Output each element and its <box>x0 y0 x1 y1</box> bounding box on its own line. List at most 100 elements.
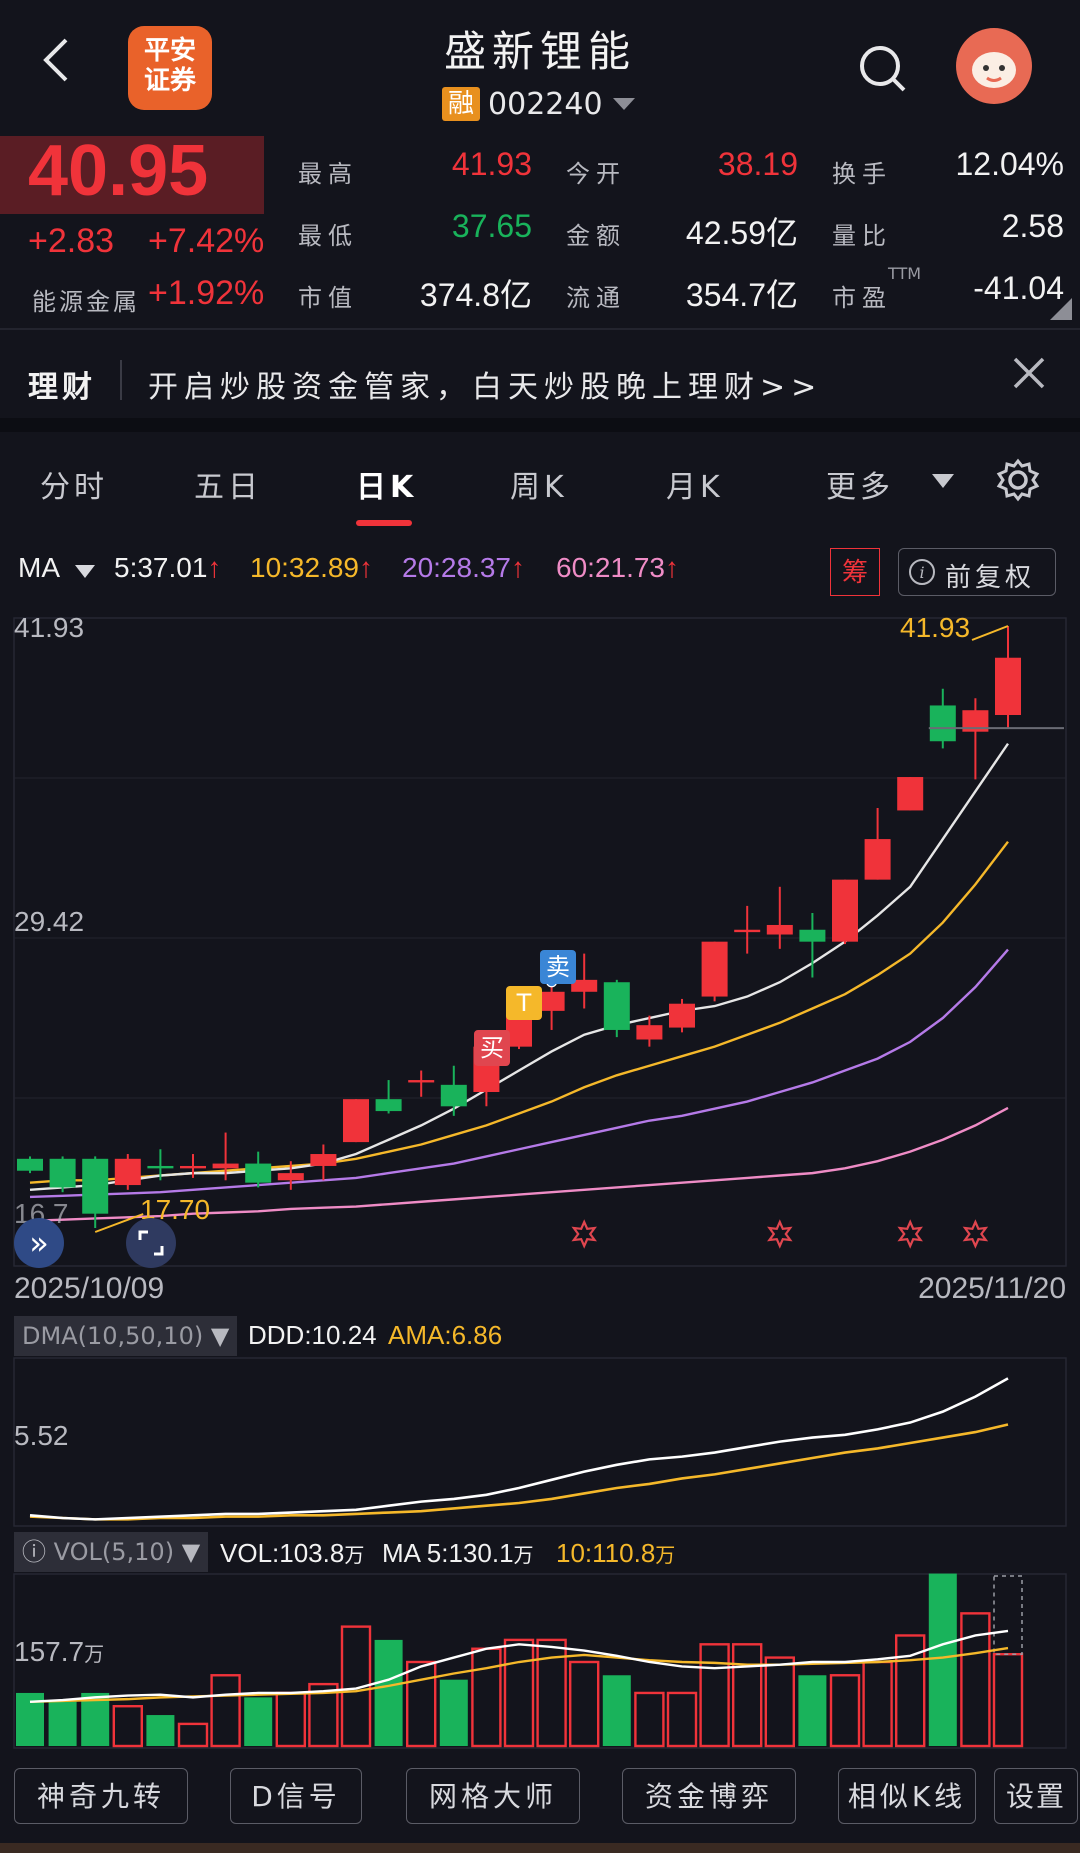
star-icon[interactable] <box>767 1219 793 1249</box>
star-icon[interactable] <box>571 1219 597 1249</box>
candle-body <box>17 1158 43 1171</box>
quote-label: 最低 <box>298 222 358 250</box>
vol-indicator-tag[interactable]: ⓘ VOL(5,10) ▼ <box>14 1532 209 1572</box>
close-icon[interactable] <box>1012 356 1046 390</box>
adjust-price-button[interactable]: i 前复权 <box>898 548 1056 596</box>
candle-body <box>49 1158 76 1188</box>
quote-value: 41.93 <box>451 146 532 182</box>
quote-label: 换手 <box>832 160 892 188</box>
price-change-pct: +7.42% <box>148 222 265 260</box>
expand-corners-icon <box>138 1230 164 1256</box>
stock-name: 盛新锂能 <box>443 27 636 76</box>
sector-name[interactable]: 能源金属 <box>32 288 140 316</box>
date-end: 2025/11/20 <box>918 1272 1066 1305</box>
signal-t-badge[interactable]: T <box>506 986 542 1020</box>
dma-chart[interactable] <box>0 1356 1080 1528</box>
quote-label: 市值 <box>298 284 358 312</box>
quote-value: 354.7亿 <box>685 277 798 313</box>
quote-label: 最高 <box>298 160 358 188</box>
candle-body <box>114 1158 141 1186</box>
candle-body <box>669 1003 695 1028</box>
ma5-value: 5:37.01↑ <box>114 552 221 584</box>
chevron-down-icon[interactable] <box>930 472 956 492</box>
high-marker-pointer <box>971 625 1009 641</box>
finance-tag: 理财 <box>28 370 96 405</box>
finance-banner[interactable]: 理财 开启炒股资金管家，白天炒股晚上理财>> <box>0 332 1080 422</box>
bottom-button-0[interactable]: 神奇九转 <box>14 1768 188 1824</box>
vol-frame <box>13 1573 1067 1749</box>
bottom-button-4[interactable]: 相似K线 <box>838 1768 976 1824</box>
volume-bar <box>308 1682 339 1748</box>
bottom-button-1[interactable]: D信号 <box>230 1768 362 1824</box>
volume-bar <box>146 1715 175 1746</box>
quote-value: -41.04 <box>973 270 1064 306</box>
broker-logo: 平安 证券 <box>128 26 212 110</box>
ma5-text: 5:37.01 <box>114 552 208 583</box>
tab-2[interactable]: 日K <box>356 470 418 505</box>
divider <box>0 328 1080 330</box>
corner-expand-icon[interactable] <box>1050 298 1072 320</box>
tab-3[interactable]: 周K <box>510 470 568 505</box>
bottom-button-5[interactable]: 设置 <box>994 1768 1078 1824</box>
dma-frame <box>13 1357 1067 1527</box>
tab-0[interactable]: 分时 <box>40 470 108 505</box>
star-icon[interactable] <box>897 1219 923 1249</box>
chart-frame <box>13 617 1067 1267</box>
tab-4[interactable]: 月K <box>666 470 724 505</box>
candle-body <box>375 1099 402 1112</box>
candle-body <box>408 1080 435 1083</box>
candle-body <box>962 710 989 732</box>
volume-bar <box>960 1612 991 1748</box>
vol-tag-text: VOL(5,10) <box>53 1538 175 1566</box>
star-icon[interactable] <box>962 1219 989 1249</box>
signal-sell-badge[interactable]: 卖 <box>540 950 576 984</box>
dma-y-label: 5.52 <box>14 1420 69 1451</box>
stock-code-selector[interactable]: 融 002240 <box>442 84 637 124</box>
y-axis-mid-label: 29.42 <box>14 906 85 937</box>
dma-tag-text: DMA(10,50,10) <box>22 1322 204 1350</box>
quote-value: 12.04% <box>955 146 1064 182</box>
back-icon[interactable] <box>38 36 72 84</box>
up-arrow-icon: ↑ <box>207 552 222 583</box>
triangle-down-icon: ▼ <box>181 1538 201 1566</box>
info-icon: ⓘ <box>22 1538 54 1566</box>
settings-gear-icon[interactable] <box>996 458 1040 502</box>
vol-ma5-value: MA 5:130.1万 <box>382 1538 534 1569</box>
volume-bar <box>634 1691 665 1748</box>
dma-indicator-tag[interactable]: DMA(10,50,10) ▼ <box>14 1316 238 1356</box>
bottom-button-3[interactable]: 资金博弈 <box>622 1768 796 1824</box>
quote-value: 374.8亿 <box>419 277 532 313</box>
fullscreen-icon[interactable] <box>126 1218 176 1268</box>
volume-bar <box>210 1674 241 1748</box>
tab-1[interactable]: 五日 <box>194 470 262 505</box>
ma5-line <box>29 742 1009 1192</box>
bottom-button-2[interactable]: 网格大师 <box>406 1768 580 1824</box>
vol-y-label: 157.7万 <box>14 1636 104 1668</box>
volume-bar <box>602 1675 631 1746</box>
price-highlight <box>0 136 264 214</box>
assistant-avatar[interactable] <box>956 28 1032 104</box>
vol-y-unit: 万 <box>84 1644 105 1666</box>
search-icon[interactable] <box>858 44 908 94</box>
chevron-down-icon[interactable] <box>74 564 96 580</box>
volume-chart[interactable] <box>0 1572 1080 1750</box>
vol-ma5-text: MA 5:130.1 <box>382 1538 514 1568</box>
quote-label: 量比 <box>832 222 892 250</box>
volume-forecast-bar <box>993 1575 1023 1655</box>
candle-body <box>440 1084 467 1107</box>
vol-value: VOL:103.8万 <box>220 1538 364 1569</box>
chip-distribution-button[interactable]: 筹 <box>830 548 880 596</box>
signal-buy-badge[interactable]: 买 <box>474 1030 510 1066</box>
candlestick-chart[interactable] <box>0 612 1080 1272</box>
bottom-edge <box>0 1843 1080 1853</box>
y-axis-top-label: 41.93 <box>14 612 85 643</box>
up-arrow-icon: ↑ <box>665 552 679 583</box>
volume-bar <box>569 1660 600 1748</box>
candle-body <box>343 1099 369 1143</box>
ma-label[interactable]: MA <box>18 552 60 583</box>
fast-forward-icon[interactable]: » <box>14 1218 64 1268</box>
divider <box>120 360 122 400</box>
tab-more[interactable]: 更多 <box>826 470 894 505</box>
volume-bar <box>244 1697 273 1746</box>
volume-bar <box>862 1660 893 1748</box>
